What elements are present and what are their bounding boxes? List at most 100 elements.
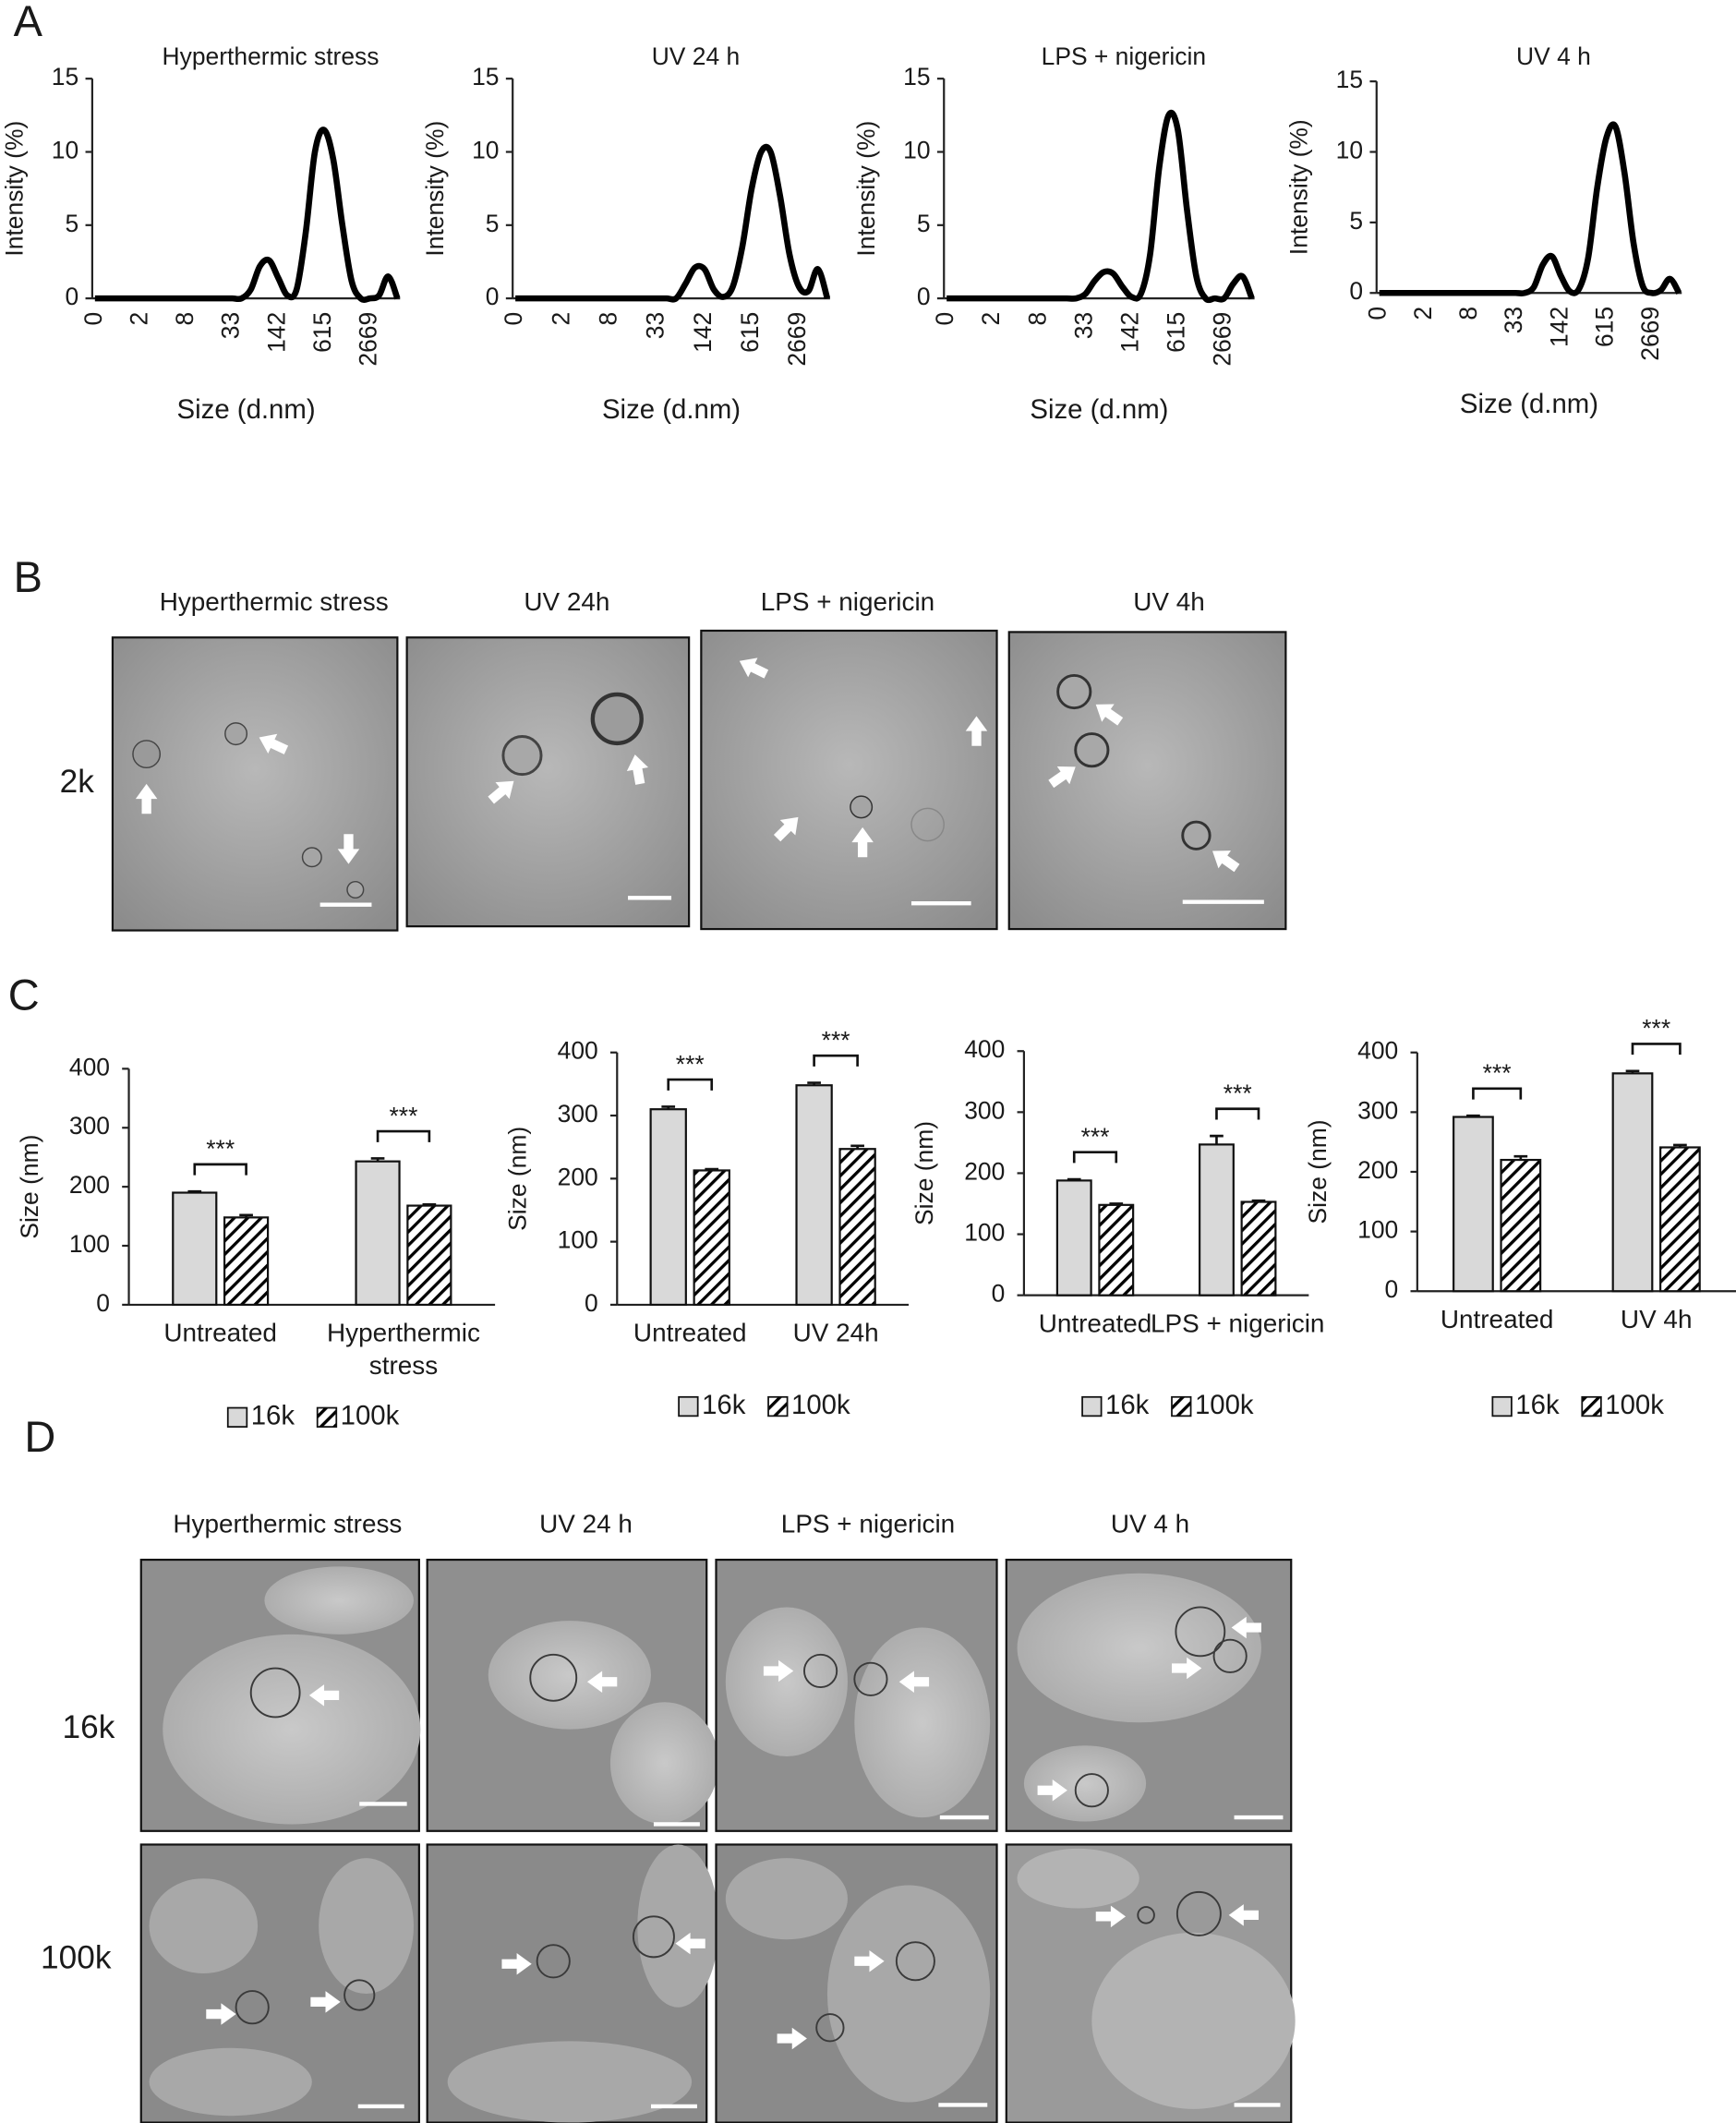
error-bar <box>1210 1134 1224 1145</box>
bar <box>795 1084 833 1307</box>
x-tick-label: UV 24h <box>793 1320 879 1348</box>
vesicle <box>301 847 322 868</box>
error-bar <box>1251 1199 1266 1202</box>
significance-bracket <box>1072 1151 1118 1164</box>
vesicle <box>910 807 945 842</box>
bar <box>355 1160 401 1307</box>
image-title: UV 4 h <box>1111 1510 1189 1538</box>
x-tick-label: 615 <box>308 312 336 353</box>
significance-label: *** <box>1224 1080 1252 1107</box>
x-tick-label: Untreated <box>1440 1306 1554 1335</box>
vesicle <box>850 795 874 819</box>
vesicle <box>590 692 644 746</box>
panel-label: C <box>8 970 40 1019</box>
y-tick-label: 400 <box>69 1053 110 1080</box>
film-hole <box>637 1844 719 2008</box>
image-title: UV 4h <box>1133 587 1205 616</box>
vesicle <box>249 1667 301 1719</box>
vesicle <box>132 740 162 769</box>
legend-swatch <box>226 1406 248 1428</box>
film-hole <box>149 1878 259 1973</box>
y-tick-label: 200 <box>964 1157 1005 1185</box>
y-tick-label: 10 <box>1336 136 1363 163</box>
film-hole <box>447 2041 693 2123</box>
film-hole <box>725 1858 848 1940</box>
x-axis-label: Size (d.nm) <box>1460 389 1598 419</box>
film-hole <box>1023 1745 1147 1822</box>
vesicle <box>1056 673 1092 710</box>
x-tick-label: 142 <box>689 312 717 353</box>
x-tick-label: 8 <box>594 312 621 326</box>
micrograph <box>700 629 998 931</box>
line-series <box>515 143 831 303</box>
y-axis-label: Size (nm) <box>504 1127 532 1231</box>
x-tick-label: Untreated <box>163 1320 277 1348</box>
vesicle <box>529 1653 578 1702</box>
category-label: Untreated <box>633 1320 747 1348</box>
error-bar <box>1109 1202 1124 1205</box>
micrograph <box>1005 1558 1293 1832</box>
y-tick-label: 300 <box>1357 1096 1398 1124</box>
y-axis-label: Intensity (%) <box>852 121 880 257</box>
y-tick-label: 10 <box>472 136 499 163</box>
x-tick-label: 2669 <box>1209 312 1236 367</box>
panel-label: D <box>24 1412 55 1461</box>
significance-label: *** <box>1483 1059 1512 1087</box>
legend-label: 100k <box>341 1401 400 1431</box>
error-bar <box>239 1213 253 1218</box>
chart-title: LPS + nigericin <box>1042 42 1206 70</box>
x-tick-label: 0 <box>931 312 958 326</box>
line-series <box>94 127 401 303</box>
y-tick-label: 0 <box>1349 277 1363 305</box>
vesicle <box>1175 1890 1222 1936</box>
y-axis-label: Size (nm) <box>910 1121 938 1225</box>
y-tick-label: 100 <box>964 1219 1005 1247</box>
category-label: LPS + nigericin <box>1150 1309 1325 1339</box>
vesicle <box>235 1990 270 2025</box>
x-tick-label: 8 <box>171 312 199 326</box>
bar <box>1659 1146 1701 1293</box>
x-tick-label: 2 <box>547 312 574 326</box>
legend-swatch <box>1581 1395 1602 1417</box>
bar <box>1055 1179 1092 1297</box>
film-hole <box>826 1885 991 2103</box>
film-hole <box>725 1607 848 1757</box>
bar <box>406 1204 452 1307</box>
y-axis-label: Size (nm) <box>16 1135 43 1239</box>
y-tick-label: 5 <box>486 210 500 237</box>
micrograph <box>139 1558 421 1832</box>
vesicle <box>1137 1906 1155 1924</box>
x-axis-label: Size (d.nm) <box>1030 394 1168 425</box>
error-bar <box>1625 1069 1640 1074</box>
significance-bracket <box>193 1163 247 1176</box>
x-tick-label: 615 <box>1163 312 1190 353</box>
vesicle <box>344 1979 376 2011</box>
error-bar <box>1513 1154 1528 1161</box>
y-tick-label: 400 <box>1357 1037 1398 1065</box>
y-tick-label: 300 <box>964 1096 1005 1124</box>
legend-swatch <box>767 1395 789 1417</box>
error-bar <box>661 1105 676 1110</box>
micrograph <box>426 1558 719 1832</box>
category-label: UV 4h <box>1620 1306 1693 1335</box>
legend-swatch <box>316 1406 338 1428</box>
film-hole <box>149 2047 312 2117</box>
category-label: Untreated <box>1440 1306 1554 1335</box>
x-axis-label: Size (d.nm) <box>602 394 741 425</box>
significance-bracket <box>1215 1107 1260 1120</box>
x-tick-label: 0 <box>500 312 527 326</box>
vesicle <box>853 1661 888 1696</box>
micrograph <box>111 636 399 932</box>
y-tick-label: 400 <box>558 1037 598 1065</box>
significance-bracket <box>1472 1087 1523 1100</box>
vesicle <box>1181 820 1212 850</box>
image-title: UV 24h <box>524 587 609 616</box>
y-tick-label: 15 <box>1336 66 1363 93</box>
micrograph <box>715 1558 998 1832</box>
vesicle <box>803 1653 838 1689</box>
legend-label: 16k <box>251 1401 295 1431</box>
bar <box>223 1216 270 1307</box>
film-hole <box>163 1634 421 1825</box>
